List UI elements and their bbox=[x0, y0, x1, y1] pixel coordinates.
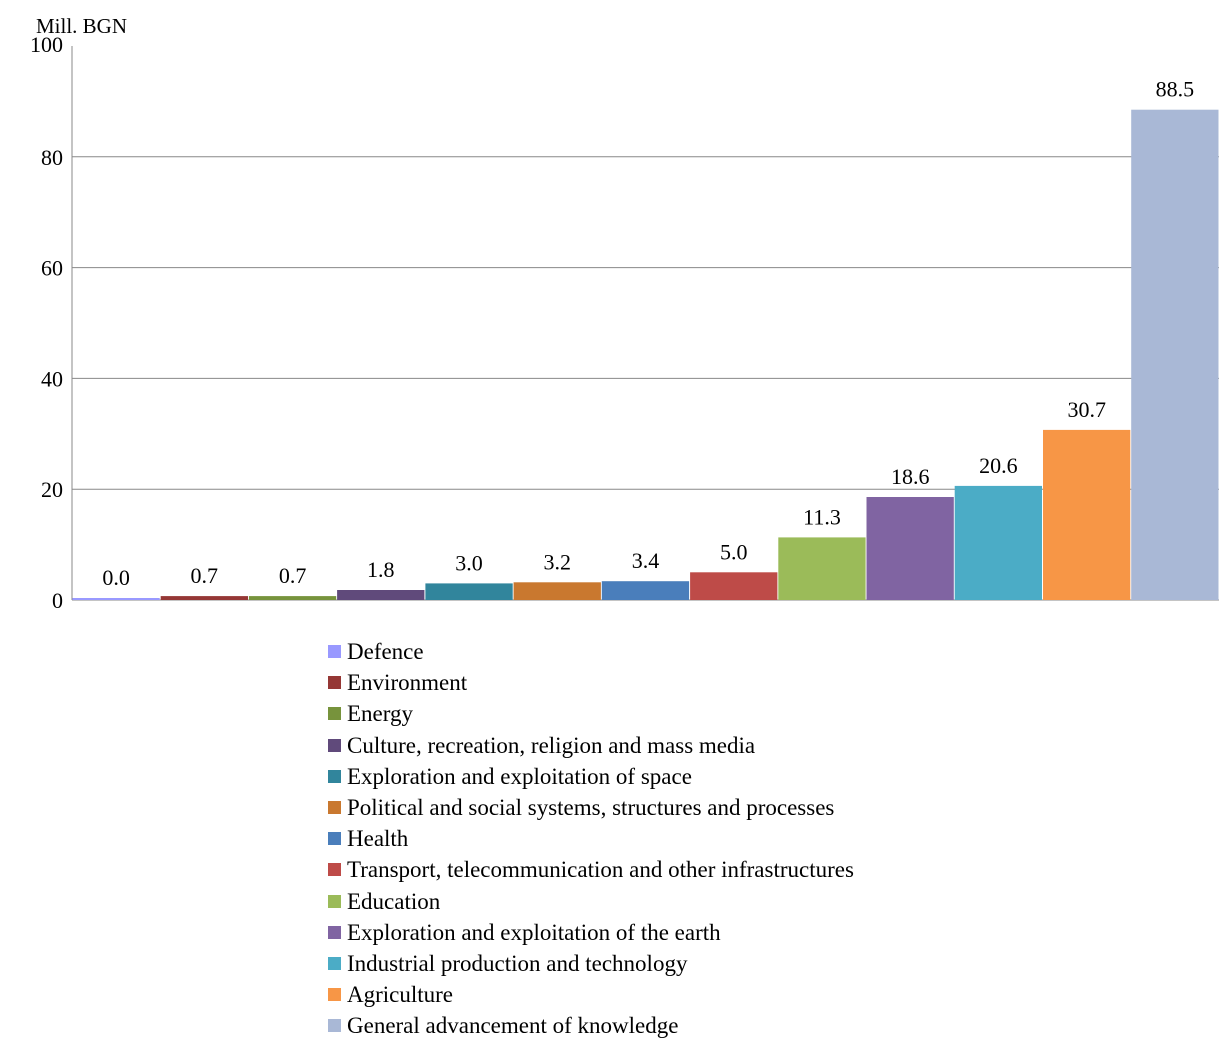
bar-value-label: 20.6 bbox=[979, 453, 1018, 478]
bar bbox=[778, 537, 866, 600]
bar bbox=[601, 581, 690, 600]
legend-swatch bbox=[328, 676, 341, 690]
legend-item: Industrial production and technology bbox=[328, 948, 854, 979]
legend-item: Transport, telecommunication and other i… bbox=[328, 854, 854, 885]
legend-item: Exploration and exploitation of the eart… bbox=[328, 917, 854, 948]
bar-value-label: 5.0 bbox=[720, 539, 748, 564]
y-tick-label: 100 bbox=[30, 32, 63, 57]
y-ticks: 0 20 40 60 80 100 bbox=[30, 32, 63, 613]
bar bbox=[160, 596, 248, 600]
legend-label: Education bbox=[347, 888, 441, 914]
bars bbox=[72, 109, 1219, 600]
legend-item: Political and social systems, structures… bbox=[328, 792, 854, 823]
legend-swatch bbox=[328, 832, 341, 846]
bar bbox=[690, 572, 778, 600]
bar-value-label: 0.7 bbox=[191, 563, 219, 588]
legend-swatch bbox=[328, 645, 341, 659]
legend-item: Environment bbox=[328, 667, 854, 698]
legend-swatch bbox=[328, 894, 341, 908]
y-tick-label: 40 bbox=[41, 366, 63, 391]
y-tick-label: 20 bbox=[41, 477, 63, 502]
legend-swatch bbox=[328, 801, 341, 815]
bar-value-label: 30.7 bbox=[1067, 397, 1106, 422]
bar-value-label: 11.3 bbox=[803, 504, 841, 529]
legend-swatch bbox=[328, 769, 341, 783]
legend-item: Agriculture bbox=[328, 979, 854, 1010]
legend-swatch bbox=[328, 738, 341, 752]
bar bbox=[248, 596, 337, 600]
legend-label: Agriculture bbox=[347, 982, 454, 1008]
legend-swatch bbox=[328, 988, 341, 1002]
bar bbox=[337, 590, 425, 600]
legend-item: Energy bbox=[328, 698, 854, 729]
legend-label: Exploration and exploitation of the eart… bbox=[347, 919, 721, 945]
legend-swatch bbox=[328, 1019, 341, 1033]
bar bbox=[1131, 109, 1219, 600]
legend-label: Energy bbox=[347, 701, 414, 727]
bar-value-label: 3.4 bbox=[632, 548, 660, 573]
legend-label: Transport, telecommunication and other i… bbox=[347, 857, 854, 883]
legend-label: Industrial production and technology bbox=[347, 950, 688, 976]
bar bbox=[425, 583, 513, 600]
bar-value-label: 3.0 bbox=[455, 550, 483, 575]
bar-value-label: 1.8 bbox=[367, 557, 395, 582]
legend-item: Exploration and exploitation of space bbox=[328, 761, 854, 792]
y-tick-label: 80 bbox=[41, 145, 63, 170]
legend-label: Exploration and exploitation of space bbox=[347, 763, 692, 789]
bar-chart-plot: Mill. BGN 0.0 0.7 0.7 1.8 3.0 3.2 3.4 5.0 11.3 18… bbox=[30, 14, 1219, 613]
legend-label: Defence bbox=[347, 639, 424, 665]
legend-label: General advancement of knowledge bbox=[347, 1013, 679, 1039]
data-labels: 0.0 0.7 0.7 1.8 3.0 3.2 3.4 5.0 11.3 18.6 20.6 30.7… bbox=[102, 77, 1194, 590]
legend-label: Health bbox=[347, 826, 409, 852]
y-tick-label: 60 bbox=[41, 256, 63, 281]
bar-value-label: 0.7 bbox=[279, 563, 307, 588]
legend-swatch bbox=[328, 707, 341, 721]
legend-item: Education bbox=[328, 886, 854, 917]
bar-value-label: 0.0 bbox=[102, 565, 130, 590]
bar bbox=[954, 485, 1042, 600]
legend-item: Health bbox=[328, 823, 854, 854]
legend-label: Environment bbox=[347, 670, 468, 696]
bar-value-label: 88.5 bbox=[1156, 77, 1195, 102]
bar-value-label: 3.2 bbox=[544, 549, 572, 574]
legend: Defence Environment Energy Culture, recreat… bbox=[328, 636, 854, 1041]
bar bbox=[72, 598, 160, 600]
bar bbox=[1043, 429, 1131, 600]
y-axis-label: Mill. BGN bbox=[36, 14, 127, 38]
legend-swatch bbox=[328, 925, 341, 939]
legend-item: Culture, recreation, religion and mass m… bbox=[328, 730, 854, 761]
bar bbox=[866, 497, 954, 600]
bar bbox=[513, 582, 601, 600]
legend-item: General advancement of knowledge bbox=[328, 1010, 854, 1041]
legend-label: Culture, recreation, religion and mass m… bbox=[347, 732, 756, 758]
legend-item: Defence bbox=[328, 636, 854, 667]
legend-swatch bbox=[328, 863, 341, 877]
y-tick-label: 0 bbox=[52, 588, 63, 613]
bar-value-label: 18.6 bbox=[891, 464, 930, 489]
legend-label: Political and social systems, structures… bbox=[347, 795, 835, 821]
legend-swatch bbox=[328, 956, 341, 970]
